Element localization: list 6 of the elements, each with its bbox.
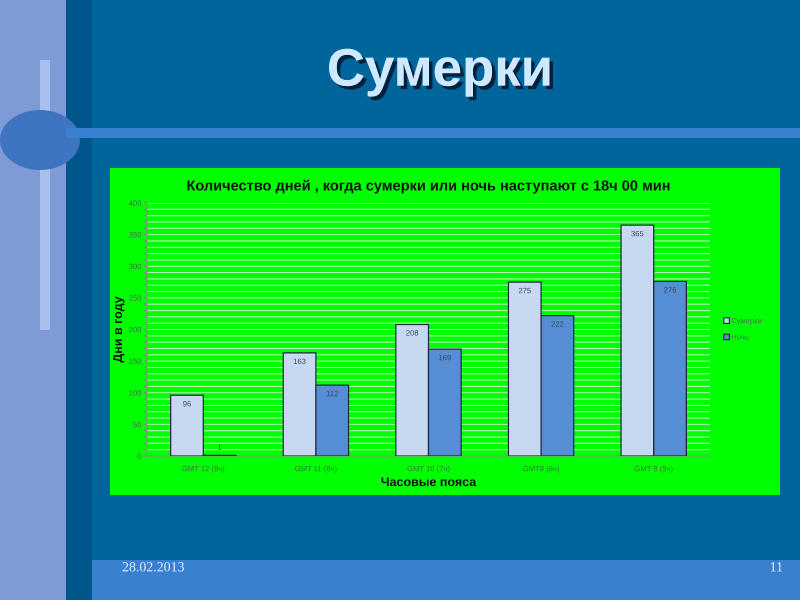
text: 28.02.2013 [122, 562, 184, 572]
chart-subtitle: Количество дней , когда сумерки или ночь наступают с 18ч 00 мин [187, 180, 670, 194]
x-axis-title: Часовые пояса [381, 477, 476, 486]
text: 11 [770, 562, 782, 572]
chart-title: Сумерки [329, 48, 553, 100]
y-axis-title: Дни в году [113, 296, 125, 363]
